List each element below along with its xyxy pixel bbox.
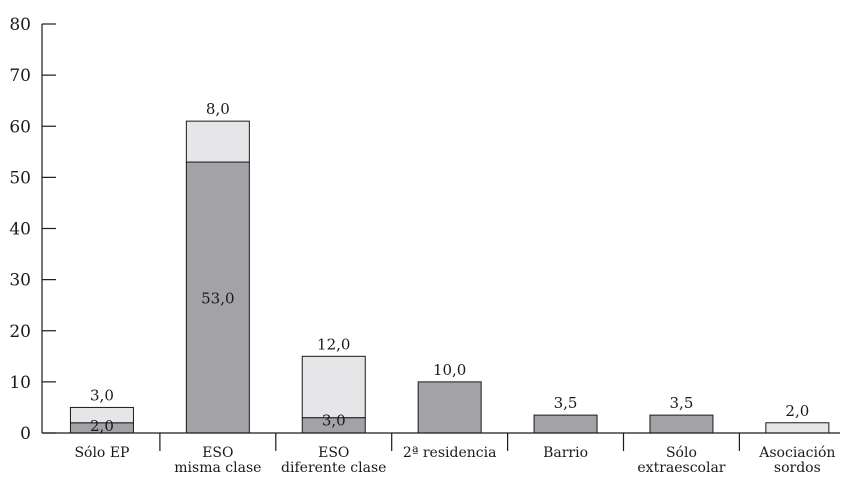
- data-label-dark: 10,0: [433, 361, 466, 379]
- y-tick-label: 20: [9, 322, 31, 342]
- data-label-dark: 53,0: [201, 290, 234, 308]
- data-label-dark: 2,0: [90, 417, 114, 435]
- y-tick-label: 30: [9, 271, 31, 291]
- x-category-label-line: diferente clase: [281, 460, 386, 476]
- x-category-label-line: Asociación: [758, 445, 835, 461]
- data-label-light: 8,0: [206, 100, 230, 118]
- y-tick-label: 0: [20, 424, 31, 444]
- data-label-light: 3,0: [90, 386, 114, 404]
- x-category-label-line: Sólo: [666, 445, 697, 461]
- bar-segment-light: [765, 422, 830, 434]
- x-category-label-line: misma clase: [174, 460, 261, 476]
- x-category-label: Barrio: [543, 445, 588, 461]
- y-tick-label: 40: [9, 220, 31, 240]
- x-category-label: 2ª residencia: [403, 445, 497, 461]
- bars: [69, 120, 830, 434]
- x-category-label-line: sordos: [774, 460, 821, 476]
- x-category-label: Sólo extraescolar: [637, 445, 725, 476]
- x-category-label-line: ESO: [318, 445, 349, 461]
- x-category-label-line: Barrio: [543, 445, 588, 461]
- bar-segment-dark: [533, 414, 598, 434]
- y-tick-label: 10: [9, 373, 31, 393]
- bar-segment-light: [301, 355, 366, 419]
- x-category-label: Asociación sordos: [758, 445, 835, 476]
- x-category-label-line: extraescolar: [637, 460, 725, 476]
- y-tick-label: 80: [9, 15, 31, 35]
- bar-segment-dark: [417, 381, 482, 434]
- bar-segment-dark: [185, 161, 250, 434]
- data-label-dark: 3,5: [554, 394, 578, 412]
- data-label-dark: 3,5: [670, 394, 694, 412]
- x-category-label: Sólo EP: [74, 445, 129, 461]
- y-tick-label: 50: [9, 168, 31, 188]
- bar-segment-light: [69, 406, 134, 424]
- data-label-light: 12,0: [317, 335, 350, 353]
- bar-segment-light: [185, 120, 250, 163]
- x-category-label-line: Sólo EP: [74, 445, 129, 461]
- y-tick-label: 70: [9, 66, 31, 86]
- data-labels: 2,0 3,0 53,0 8,0 3,0 12,0 10,0 3,5 3,5 2,0: [90, 100, 809, 435]
- data-label-light: 2,0: [785, 402, 809, 420]
- x-category-label-line: 2ª residencia: [403, 445, 497, 461]
- y-axis: 0 10 20 30 40 50 60 70 80: [9, 15, 56, 444]
- x-category-label-line: ESO: [202, 445, 233, 461]
- x-category-label: ESO misma clase: [174, 445, 261, 476]
- bar-segment-dark: [649, 414, 714, 434]
- y-tick-label: 60: [9, 117, 31, 137]
- data-label-dark: 3,0: [322, 412, 346, 430]
- x-category-label: ESO diferente clase: [281, 445, 386, 476]
